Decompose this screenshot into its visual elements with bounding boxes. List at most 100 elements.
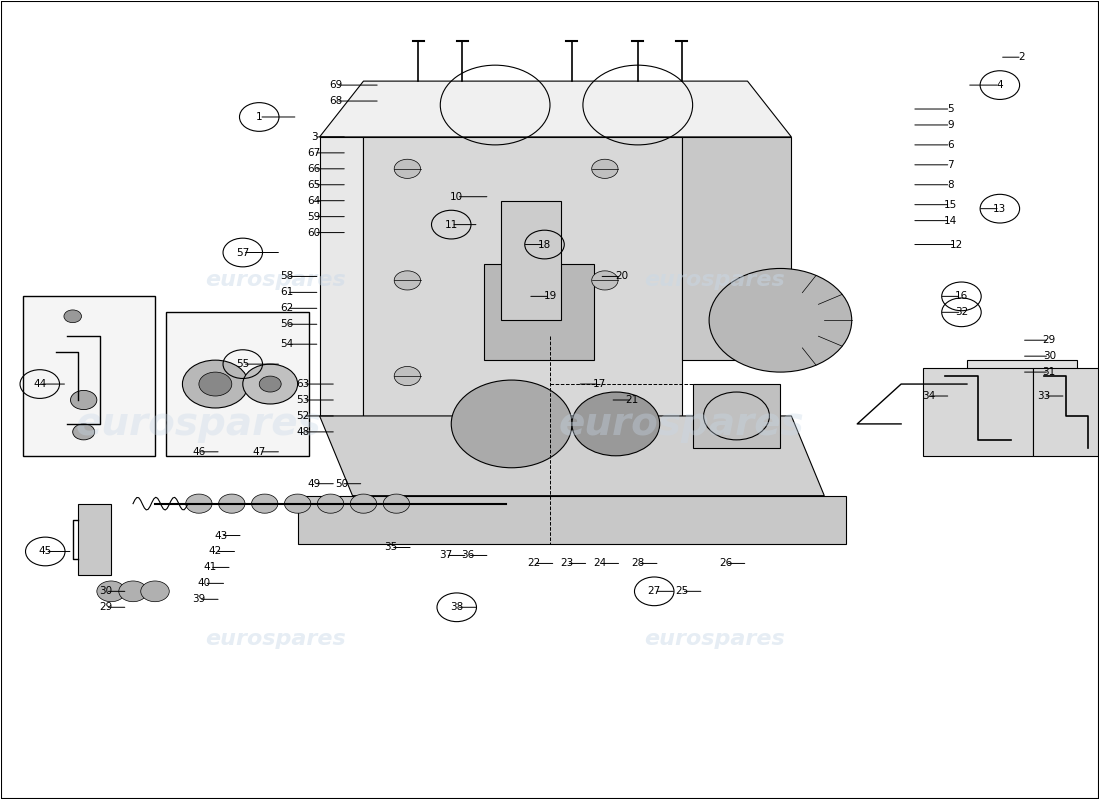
Text: 21: 21 — [626, 395, 639, 405]
Text: 38: 38 — [450, 602, 463, 612]
Text: eurospares: eurospares — [206, 270, 346, 290]
Text: eurospares: eurospares — [76, 405, 322, 443]
Circle shape — [710, 269, 851, 372]
Circle shape — [1000, 376, 1022, 392]
Circle shape — [199, 372, 232, 396]
Circle shape — [186, 494, 212, 514]
Text: 36: 36 — [461, 550, 474, 561]
Text: 1: 1 — [256, 112, 263, 122]
Text: 44: 44 — [33, 379, 46, 389]
Text: 28: 28 — [631, 558, 645, 569]
Circle shape — [318, 494, 343, 514]
Text: 13: 13 — [993, 204, 1007, 214]
Text: 61: 61 — [280, 287, 294, 298]
Text: 24: 24 — [593, 558, 606, 569]
Text: 18: 18 — [538, 239, 551, 250]
Text: 19: 19 — [543, 291, 557, 302]
Text: 25: 25 — [675, 586, 689, 596]
Text: eurospares: eurospares — [559, 405, 804, 443]
Bar — [500, 201, 561, 320]
Text: 50: 50 — [336, 478, 348, 489]
Text: 11: 11 — [444, 220, 458, 230]
Text: 27: 27 — [648, 586, 661, 596]
Circle shape — [64, 310, 81, 322]
Circle shape — [592, 271, 618, 290]
Text: 48: 48 — [297, 427, 310, 437]
Text: 67: 67 — [308, 148, 321, 158]
Circle shape — [451, 380, 572, 468]
Circle shape — [141, 581, 169, 602]
Text: 37: 37 — [439, 550, 452, 561]
Text: 63: 63 — [297, 379, 310, 389]
Text: 3: 3 — [311, 132, 318, 142]
Circle shape — [97, 581, 125, 602]
Polygon shape — [298, 496, 846, 543]
Text: 69: 69 — [329, 80, 343, 90]
Bar — [1033, 368, 1099, 456]
Text: 41: 41 — [204, 562, 217, 573]
Text: 17: 17 — [593, 379, 606, 389]
Circle shape — [219, 494, 245, 514]
Circle shape — [394, 271, 420, 290]
Text: 31: 31 — [1043, 367, 1056, 377]
Text: 49: 49 — [308, 478, 321, 489]
Text: 32: 32 — [955, 307, 968, 318]
Text: 40: 40 — [198, 578, 211, 588]
Bar — [923, 368, 1033, 456]
Text: 23: 23 — [560, 558, 573, 569]
Text: 7: 7 — [947, 160, 954, 170]
Text: 66: 66 — [308, 164, 321, 174]
Text: 26: 26 — [719, 558, 733, 569]
Circle shape — [350, 494, 376, 514]
Text: 4: 4 — [997, 80, 1003, 90]
Text: 20: 20 — [615, 271, 628, 282]
Text: 47: 47 — [253, 447, 266, 457]
Text: 46: 46 — [192, 447, 206, 457]
Text: 30: 30 — [1043, 351, 1056, 361]
Bar — [484, 265, 594, 360]
Text: 68: 68 — [329, 96, 343, 106]
Text: 55: 55 — [236, 359, 250, 369]
Text: 9: 9 — [947, 120, 954, 130]
Circle shape — [252, 494, 278, 514]
Text: 6: 6 — [947, 140, 954, 150]
Circle shape — [73, 424, 95, 440]
Polygon shape — [320, 81, 791, 137]
Text: 34: 34 — [922, 391, 935, 401]
Circle shape — [592, 159, 618, 178]
Circle shape — [70, 390, 97, 410]
Circle shape — [572, 392, 660, 456]
Text: 35: 35 — [384, 542, 397, 553]
Text: 5: 5 — [947, 104, 954, 114]
Text: 53: 53 — [297, 395, 310, 405]
Circle shape — [383, 494, 409, 514]
Circle shape — [285, 494, 311, 514]
Bar — [166, 312, 309, 456]
Text: 16: 16 — [955, 291, 968, 302]
Polygon shape — [363, 137, 682, 416]
Bar — [23, 296, 155, 456]
Text: 43: 43 — [214, 530, 228, 541]
Text: 39: 39 — [192, 594, 206, 604]
Text: 14: 14 — [944, 216, 957, 226]
Circle shape — [394, 159, 420, 178]
Circle shape — [1000, 392, 1022, 408]
Bar — [693, 384, 780, 448]
Circle shape — [243, 364, 298, 404]
Text: 45: 45 — [39, 546, 52, 557]
Text: 29: 29 — [99, 602, 112, 612]
Text: 15: 15 — [944, 200, 957, 210]
Text: 58: 58 — [280, 271, 294, 282]
Text: 42: 42 — [209, 546, 222, 557]
Text: 56: 56 — [280, 319, 294, 330]
Text: eurospares: eurospares — [645, 629, 785, 649]
Circle shape — [119, 581, 147, 602]
Text: 60: 60 — [308, 227, 321, 238]
Polygon shape — [78, 504, 111, 575]
Text: 8: 8 — [947, 180, 954, 190]
Text: 30: 30 — [99, 586, 112, 596]
Circle shape — [183, 360, 249, 408]
Circle shape — [260, 376, 282, 392]
Polygon shape — [320, 416, 824, 496]
Polygon shape — [320, 137, 363, 416]
